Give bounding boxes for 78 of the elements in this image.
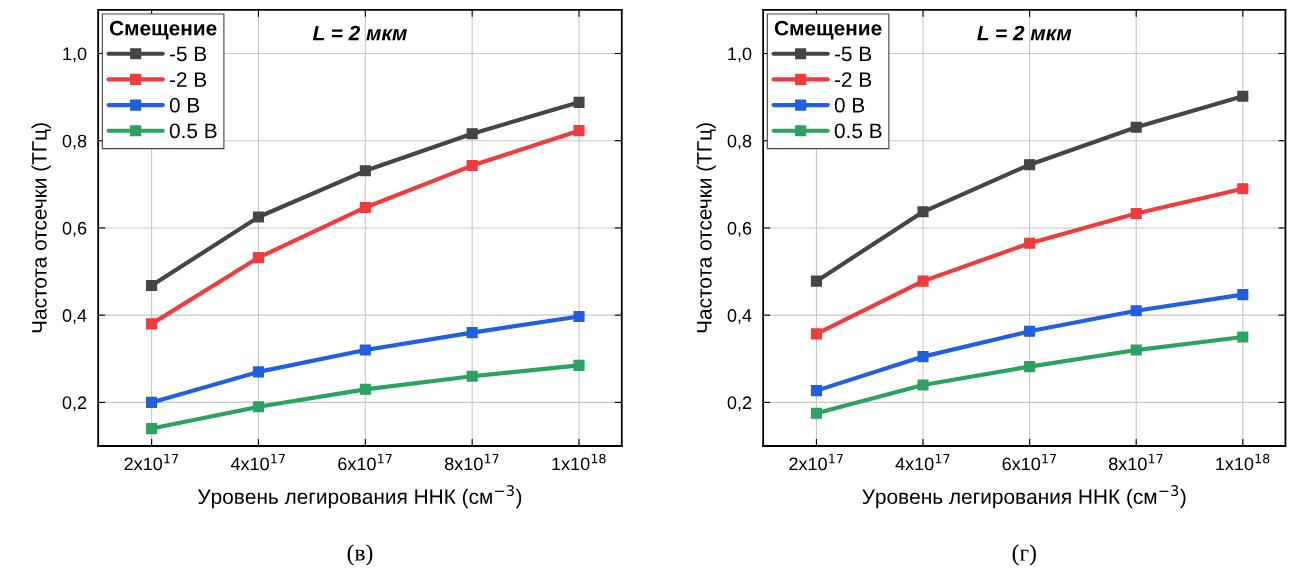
- point: [359, 165, 371, 177]
- point: [917, 351, 929, 363]
- x-tick-label: 4x10$^{17}$: [230, 453, 285, 471]
- point: [466, 128, 478, 140]
- point: [573, 125, 585, 137]
- point: [1024, 159, 1036, 171]
- x-tick-label: 8x10$^{17}$: [444, 453, 499, 471]
- legend-label: -2 В: [834, 72, 872, 87]
- point: [146, 318, 158, 330]
- point: [1237, 289, 1249, 301]
- y-axis-title: Частота отсечки (ТГц): [31, 123, 51, 333]
- y-axis-title: Частота отсечки (ТГц): [696, 123, 716, 333]
- point: [359, 383, 371, 395]
- text: (в): [347, 544, 373, 566]
- point: [1237, 183, 1249, 195]
- legend-label: -5 В: [169, 46, 207, 62]
- point: [146, 279, 158, 292]
- point: [466, 327, 478, 339]
- point: [573, 359, 585, 371]
- x-axis-title: Уровень легирования ННК (см$^{−3}$): [197, 485, 522, 509]
- point: [1024, 361, 1036, 373]
- legend-label: 0 В: [169, 97, 200, 113]
- y-tick-label: 0,6: [727, 221, 752, 237]
- point: [1130, 121, 1142, 133]
- y-tick-label: 0,2: [62, 396, 87, 412]
- point: [252, 252, 265, 264]
- point: [359, 344, 371, 356]
- x-tick-label: 4x10$^{17}$: [895, 453, 950, 471]
- point: [1130, 344, 1142, 356]
- text: L = 2 мкм: [312, 25, 407, 41]
- legend-label: 0.5 В: [834, 123, 882, 139]
- point: [252, 366, 265, 378]
- x-tick-label: 2x10$^{17}$: [124, 453, 178, 471]
- text: (г): [1012, 544, 1036, 566]
- legend-label: -2 В: [169, 72, 207, 87]
- point: [1024, 237, 1036, 249]
- text: L = 2 мкм: [977, 25, 1072, 41]
- legend-label: 0.5 В: [169, 123, 217, 139]
- point: [917, 206, 929, 218]
- x-tick-label: 6x10$^{17}$: [338, 453, 392, 471]
- point: [1237, 331, 1249, 343]
- point: [573, 310, 585, 323]
- point: [252, 211, 265, 223]
- x-tick-label: 2x10$^{17}$: [789, 453, 843, 471]
- y-tick-label: 0,4: [62, 309, 87, 325]
- point: [810, 385, 822, 397]
- y-tick-label: 1,0: [728, 47, 752, 63]
- point: [466, 160, 478, 172]
- x-tick-label: 8x10$^{17}$: [1109, 453, 1163, 471]
- y-tick-label: 0,4: [727, 309, 752, 325]
- point: [573, 96, 585, 108]
- point: [810, 328, 822, 340]
- x-tick-label: 1x10$^{18}$: [1216, 453, 1270, 471]
- point: [1130, 305, 1142, 317]
- y-tick-label: 1,0: [63, 47, 87, 63]
- point: [252, 401, 265, 413]
- point: [1237, 90, 1249, 102]
- legend-label: -5 В: [834, 46, 872, 62]
- x-tick-label: 6x10$^{17}$: [1002, 453, 1056, 471]
- y-tick-label: 0,2: [727, 396, 752, 412]
- point: [146, 423, 158, 435]
- point: [810, 275, 822, 287]
- point: [1130, 207, 1142, 220]
- point: [146, 396, 158, 408]
- point: [917, 379, 929, 391]
- x-axis-title: Уровень легирования ННК (см$^{−3}$): [862, 485, 1186, 509]
- point: [466, 370, 478, 382]
- x-tick-label: 1x10$^{18}$: [552, 453, 606, 471]
- point: [810, 407, 822, 419]
- y-tick-label: 0,8: [62, 134, 87, 150]
- y-tick-label: 0,6: [62, 221, 87, 237]
- legend-title: Смещение: [774, 20, 882, 40]
- legend-title: Смещение: [109, 20, 217, 40]
- point: [1024, 325, 1036, 337]
- legend-label: 0 В: [834, 97, 865, 113]
- point: [359, 201, 371, 213]
- point: [917, 275, 929, 287]
- y-tick-label: 0,8: [727, 134, 752, 150]
